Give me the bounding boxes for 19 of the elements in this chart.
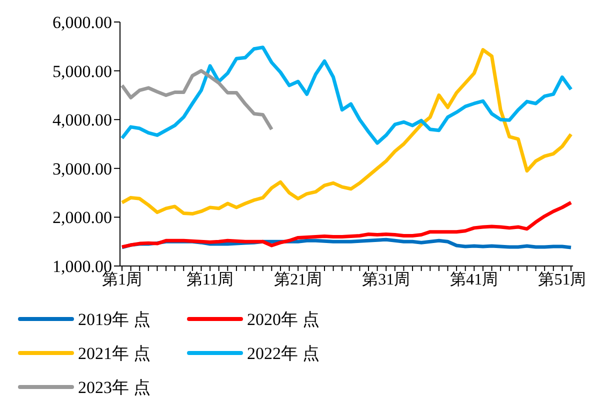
x-tick-label: 第11周: [186, 271, 234, 288]
y-tick-label: 4,000.00: [52, 110, 112, 130]
line-series: [120, 69, 274, 132]
x-tick-label: 第31周: [362, 271, 410, 288]
y-tick-label: 5,000.00: [52, 62, 112, 81]
y-tick-label: 3,000.00: [52, 159, 112, 178]
x-tick-label: 第41周: [450, 271, 498, 288]
legend-label: 2022年 点: [247, 342, 320, 364]
x-tick-label: 第21周: [274, 271, 322, 288]
y-tick-label: 6,000.00: [52, 13, 112, 32]
line-series: [120, 200, 573, 249]
x-tick-label: 第51周: [538, 271, 586, 288]
legend-label: 2021年 点: [78, 342, 150, 364]
legend-label: 2019年 点: [78, 308, 150, 330]
line-series: [120, 46, 573, 145]
y-tick-label: 2,000.00: [52, 208, 112, 228]
legend-label: 2020年 点: [247, 308, 320, 330]
legend-label: 2023年 点: [78, 376, 150, 398]
line-series: [120, 48, 573, 216]
